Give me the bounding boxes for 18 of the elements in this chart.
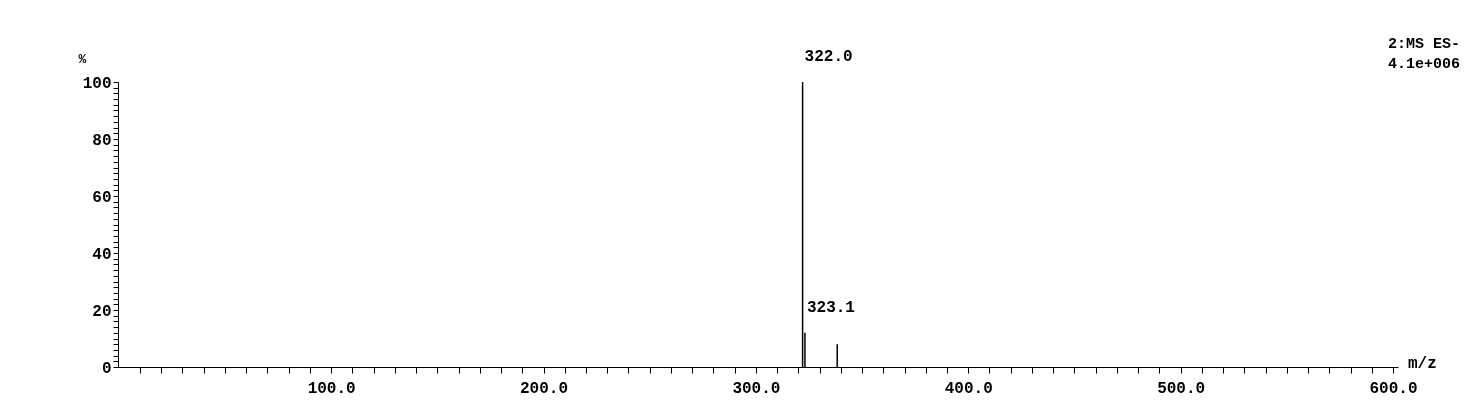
x-axis-title: m/z xyxy=(1408,355,1437,373)
y-tick-label: 100 xyxy=(82,74,112,93)
x-tick-label: 100.0 xyxy=(307,379,356,398)
x-tick-label: 600.0 xyxy=(1369,379,1418,398)
text: 2:MS ES- xyxy=(1387,36,1460,53)
y-tick-label: 40 xyxy=(92,245,112,264)
x-tick-label: 200.0 xyxy=(519,379,569,398)
text: 4.1e+006 xyxy=(1387,56,1460,73)
annotation: 323.1 xyxy=(806,298,855,317)
y-tick-label: 60 xyxy=(92,188,112,207)
y-axis-title: % xyxy=(78,51,87,67)
y-tick-label: 0 xyxy=(101,359,112,378)
annotation: 322.0 xyxy=(804,48,853,66)
y-tick-label: 20 xyxy=(92,302,112,321)
y-tick-label: 80 xyxy=(92,131,112,150)
x-tick-label: 500.0 xyxy=(1157,379,1206,398)
x-tick-label: 300.0 xyxy=(732,379,781,398)
x-tick-label: 400.0 xyxy=(944,379,993,398)
